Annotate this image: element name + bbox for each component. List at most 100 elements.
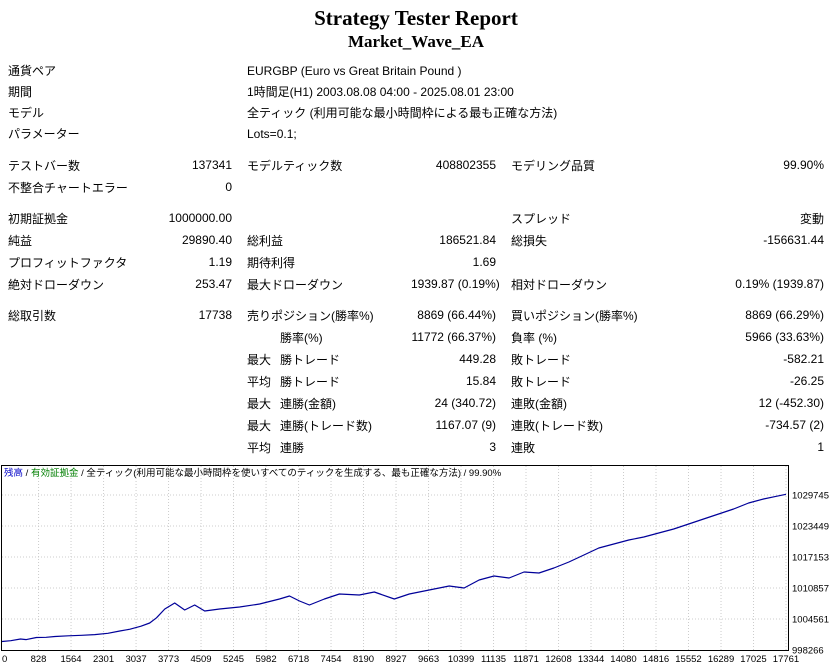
stat-label: 連勝 <box>280 440 305 455</box>
balance-line <box>1 493 787 643</box>
info-value: 全ティック (利用可能な最小時間枠による最も正確な方法) <box>247 106 558 120</box>
stat-value: 24 (340.72) <box>434 396 496 410</box>
chart-legend-segment: / 全ティック(利用可能な最小時間枠を使いすべてのティックを生成する、最も正確な… <box>78 467 501 479</box>
stat-label: 期待利得 <box>247 255 296 270</box>
x-axis-label: 14816 <box>643 654 669 665</box>
stats-row: 純益 29890.40 総利益 186521.84 総損失 -156631.44 <box>0 229 832 251</box>
stat-value: 5966 (33.63%) <box>745 330 824 344</box>
stat-value: 11772 (66.37%) <box>411 330 496 344</box>
x-axis-label: 8190 <box>353 654 374 665</box>
x-axis-label: 15552 <box>675 654 701 665</box>
x-axis-label: 14080 <box>610 654 636 665</box>
x-axis-label: 11135 <box>481 654 506 665</box>
stat-value: 408802355 <box>435 158 496 172</box>
info-value: Lots=0.1; <box>247 126 297 141</box>
stat-label: 連勝(トレード数) <box>280 418 372 433</box>
stat-value: 1939.87 (0.19%) <box>411 277 500 291</box>
stat-value: 1 <box>817 440 824 454</box>
stats-row: 初期証拠金 1000000.00 スプレッド 変動 <box>0 207 832 229</box>
stat-prefix: 最大 <box>247 396 272 411</box>
stat-value: -582.21 <box>783 352 824 366</box>
stat-value: 17738 <box>198 308 232 322</box>
info-row: 期間 1時間足(H1) 2003.08.08 04:00 - 2025.08.01… <box>0 81 832 102</box>
stat-prefix: 最大 <box>247 352 272 367</box>
stats-row: 勝率(%) 11772 (66.37%) 負率 (%) 5966 (33.63%) <box>0 326 832 348</box>
x-axis-label: 3773 <box>158 654 179 665</box>
ea-name: Market_Wave_EA <box>348 32 484 51</box>
stat-label: 絶対ドローダウン <box>8 277 105 292</box>
chart-legend-segment: 残高 <box>4 467 23 479</box>
x-axis-label: 3037 <box>125 654 146 665</box>
y-axis-label: 1004561 <box>792 615 829 626</box>
stat-label: 勝率(%) <box>280 330 323 345</box>
stat-value: 253.47 <box>195 277 232 291</box>
stats-row: 平均 勝トレード 15.84 敗トレード -26.25 <box>0 370 832 392</box>
stats-section: 初期証拠金 1000000.00 スプレッド 変動 純益 29890.40 総利益 18652… <box>0 207 832 295</box>
stat-value: 186521.84 <box>439 233 496 247</box>
stat-label: テストバー数 <box>8 158 81 173</box>
stat-label: 連敗 <box>511 440 536 455</box>
x-axis-label: 1564 <box>60 654 81 665</box>
info-value: EURGBP (Euro vs Great Britain Pound ) <box>247 63 462 78</box>
stat-value: 8869 (66.44%) <box>417 308 496 322</box>
stats-row: 平均 連勝 3 連敗 1 <box>0 436 832 458</box>
stats-row: 不整合チャートエラー 0 <box>0 176 832 198</box>
stat-value: 1167.07 (9) <box>435 418 497 432</box>
stat-label: スプレッド <box>511 211 572 226</box>
chart-legend-segment: 有効証拠金 <box>31 467 79 479</box>
y-axis-label: 1010857 <box>792 584 829 595</box>
stat-value: -734.57 (2) <box>765 418 824 432</box>
page-title: Strategy Tester Report <box>314 6 518 30</box>
x-axis-label: 16289 <box>708 654 734 665</box>
chart-legend: 残高 / 有効証拠金 / 全ティック(利用可能な最小時間枠を使いすべてのティック… <box>4 467 502 479</box>
info-label: モデル <box>8 106 45 120</box>
x-axis-label: 2301 <box>93 654 114 665</box>
stat-value: 3 <box>489 440 496 454</box>
stat-label: 売りポジション(勝率%) <box>247 308 374 323</box>
y-axis-label: 1029745 <box>792 491 829 502</box>
x-axis-label: 12608 <box>545 654 571 665</box>
stat-value: 変動 <box>799 211 824 226</box>
x-axis-label: 8927 <box>385 654 406 665</box>
strategy-tester-report: Strategy Tester Report Market_Wave_EA 通貨… <box>0 6 832 668</box>
y-axis-label: 1023449 <box>792 522 829 533</box>
stat-value: 0.19% (1939.87) <box>735 277 824 291</box>
stat-label: 不整合チャートエラー <box>8 180 128 195</box>
x-axis-label: 13344 <box>578 654 604 665</box>
balance-chart: 998266 1004561 1010857 1017153 1023449 102974… <box>0 465 832 668</box>
x-axis-label: 0 <box>2 654 7 665</box>
stats-row: 最大 連勝(トレード数) 1167.07 (9) 連敗(トレード数) -734.57 (… <box>0 414 832 436</box>
stats-section: テストバー数 137341 モデルティック数 408802355 モデリング品質 99.9… <box>0 154 832 198</box>
stat-prefix: 平均 <box>247 440 272 455</box>
x-axis-label: 17761 <box>773 654 799 665</box>
stat-prefix: 最大 <box>247 418 272 433</box>
info-row: モデル 全ティック (利用可能な最小時間枠による最も正確な方法) <box>0 102 832 123</box>
info-row: パラメーター Lots=0.1; <box>0 123 832 144</box>
x-axis-label: 6718 <box>288 654 309 665</box>
stat-label: 敗トレード <box>511 374 572 389</box>
stat-label: 勝トレード <box>280 352 341 367</box>
stat-label: 勝トレード <box>280 374 341 389</box>
info-table: 通貨ペア EURGBP (Euro vs Great Britain Pound … <box>0 60 832 144</box>
stat-value: 15.84 <box>465 374 496 388</box>
stat-value: 1.19 <box>208 255 232 269</box>
y-axis-label: 1017153 <box>792 553 829 564</box>
stat-label: 連勝(金額) <box>280 396 336 411</box>
stats-row: プロフィットファクタ 1.19 期待利得 1.69 <box>0 251 832 273</box>
x-axis-label: 11871 <box>513 654 539 665</box>
stat-prefix: 平均 <box>247 374 272 389</box>
stat-label: 初期証拠金 <box>8 211 69 226</box>
stats-section: 総取引数 17738 売りポジション(勝率%) 8869 (66.44%) 買いポジショ… <box>0 304 832 458</box>
stat-label: 総取引数 <box>8 308 57 323</box>
x-axis-label: 7454 <box>320 654 341 665</box>
info-label: 期間 <box>8 85 33 99</box>
stat-label: 総損失 <box>511 233 548 248</box>
stat-label: 最大ドローダウン <box>247 277 344 292</box>
stat-label: プロフィットファクタ <box>8 255 128 270</box>
chart-legend-segment: / <box>23 468 31 479</box>
y-axis-label: 998266 <box>792 646 824 657</box>
info-row: 通貨ペア EURGBP (Euro vs Great Britain Pound … <box>0 60 832 81</box>
stats-row: 絶対ドローダウン 253.47 最大ドローダウン 1939.87 (0.19%) 相対ド… <box>0 273 832 295</box>
x-axis-label: 828 <box>31 654 47 665</box>
info-label: 通貨ペア <box>8 64 57 78</box>
